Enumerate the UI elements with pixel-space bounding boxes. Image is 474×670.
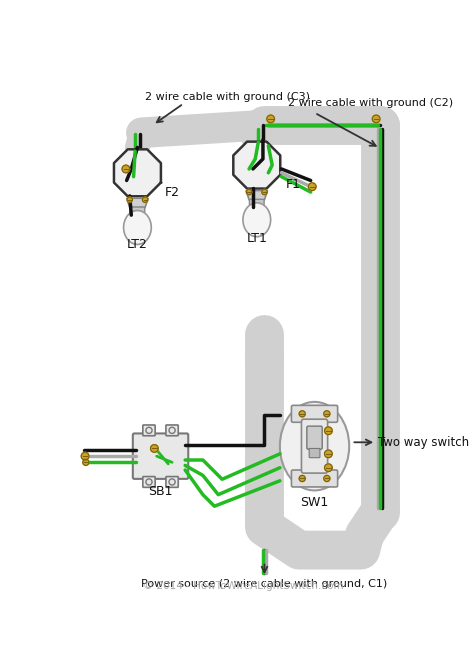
Text: 2 wire cable with ground (C2): 2 wire cable with ground (C2) <box>288 98 453 109</box>
Text: LT2: LT2 <box>127 238 148 251</box>
FancyBboxPatch shape <box>133 433 188 479</box>
Text: Power source (2 wire cable with ground, C1): Power source (2 wire cable with ground, … <box>141 580 388 590</box>
Ellipse shape <box>243 203 271 237</box>
Circle shape <box>151 445 158 452</box>
Circle shape <box>81 452 89 460</box>
FancyBboxPatch shape <box>130 207 145 216</box>
FancyBboxPatch shape <box>143 425 155 436</box>
Polygon shape <box>246 190 267 200</box>
FancyBboxPatch shape <box>143 476 155 487</box>
Text: F1: F1 <box>286 178 301 191</box>
FancyBboxPatch shape <box>166 476 178 487</box>
FancyBboxPatch shape <box>249 200 264 208</box>
Circle shape <box>325 427 332 435</box>
Circle shape <box>246 190 252 195</box>
Circle shape <box>143 197 148 202</box>
FancyBboxPatch shape <box>292 405 337 422</box>
Circle shape <box>83 459 89 466</box>
Text: F2: F2 <box>165 186 180 198</box>
Circle shape <box>127 197 132 202</box>
Text: Two way switch: Two way switch <box>378 436 469 449</box>
Text: © 2014 - HowToWireALightSwitch.com: © 2014 - HowToWireALightSwitch.com <box>143 581 343 591</box>
Text: SW1: SW1 <box>301 496 328 509</box>
Polygon shape <box>114 149 161 196</box>
Circle shape <box>325 464 332 472</box>
Text: SB1: SB1 <box>148 486 173 498</box>
Ellipse shape <box>124 210 151 245</box>
Text: 2 wire cable with ground (C3): 2 wire cable with ground (C3) <box>145 92 310 103</box>
FancyBboxPatch shape <box>307 426 322 449</box>
FancyBboxPatch shape <box>309 448 320 458</box>
Circle shape <box>262 190 267 195</box>
Ellipse shape <box>280 402 349 490</box>
Polygon shape <box>233 141 280 188</box>
Circle shape <box>299 476 305 482</box>
FancyBboxPatch shape <box>301 419 328 473</box>
FancyBboxPatch shape <box>292 470 337 487</box>
Circle shape <box>122 165 130 173</box>
Circle shape <box>299 411 305 417</box>
Circle shape <box>325 450 332 458</box>
Circle shape <box>267 115 274 123</box>
Circle shape <box>324 476 330 482</box>
Text: LT1: LT1 <box>246 232 267 245</box>
Circle shape <box>324 411 330 417</box>
Circle shape <box>309 183 316 190</box>
Polygon shape <box>127 198 148 208</box>
FancyBboxPatch shape <box>166 425 178 436</box>
Circle shape <box>372 115 380 123</box>
